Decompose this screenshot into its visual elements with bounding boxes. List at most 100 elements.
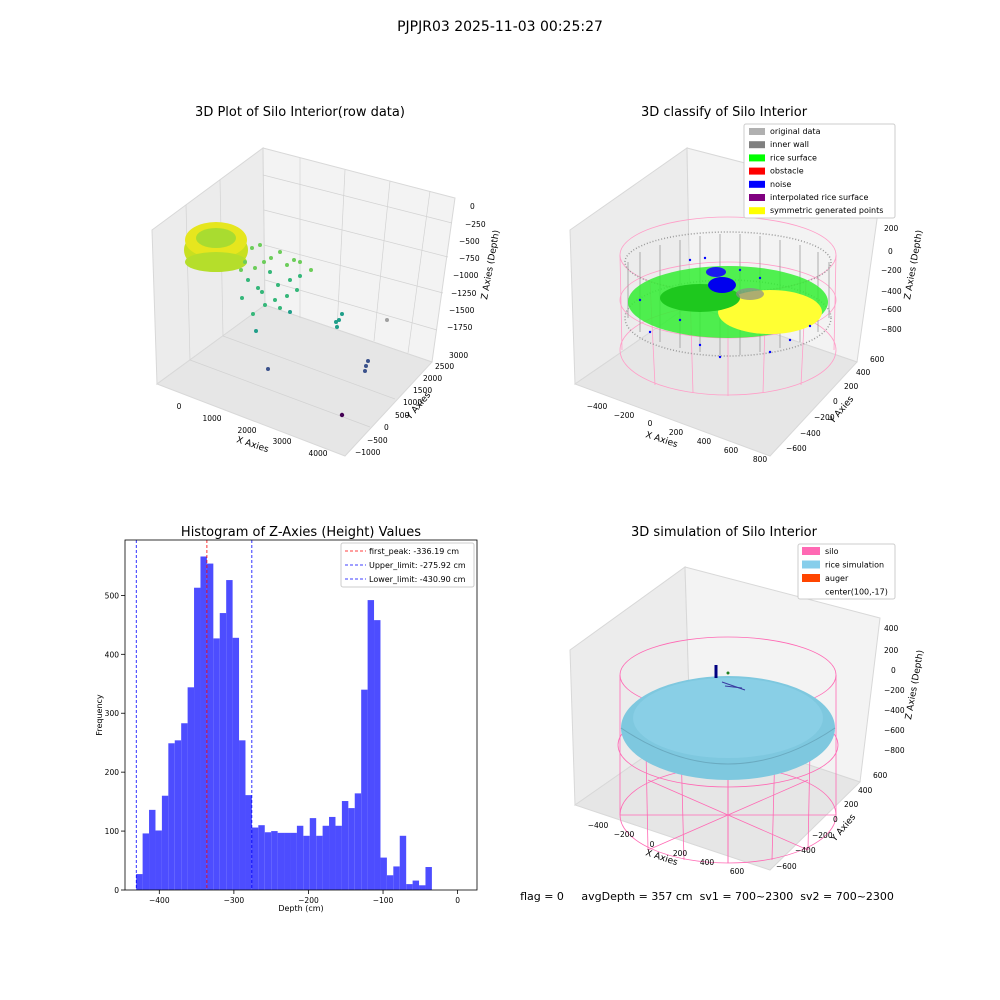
raw-title: 3D Plot of Silo Interior(row data) [195, 105, 405, 120]
hist-bar [277, 832, 285, 890]
hist-bar [168, 743, 175, 890]
sim-ytick: 400 [858, 786, 873, 795]
hist-ytick-label: 200 [105, 768, 120, 777]
classify-z-ticks: 200 0 −200 −400 −600 −800 [881, 224, 902, 334]
raw-xtick: 2000 [237, 426, 256, 435]
hist-xtick-label: −300 [224, 896, 245, 905]
hist-bar [232, 637, 240, 890]
raw-ytick: 2000 [423, 374, 442, 383]
hist-bar [194, 587, 201, 890]
sim-x-ticks: −400 −200 0 200 400 600 [588, 821, 745, 876]
hist-bar [316, 835, 323, 890]
raw-ztick: 0 [470, 202, 475, 211]
hist-bar [142, 833, 150, 890]
hist-bar [213, 638, 220, 890]
sim-legend-item-swatch [802, 560, 820, 569]
hist-bar [155, 830, 162, 890]
hist-bar [419, 885, 426, 890]
sim-zlabel: Z Axies (Depth) [904, 649, 926, 720]
sim-ztick: −200 [884, 686, 905, 695]
hist-xtick-label: −100 [373, 896, 394, 905]
hist-bar [309, 818, 317, 890]
hist-bar [136, 874, 143, 890]
hist-xlabel: Depth (cm) [278, 904, 323, 913]
raw-y-ticks: −1000 −500 0 500 1000 1500 2000 2500 300… [355, 351, 468, 457]
hist-bar [239, 740, 246, 890]
sim-ytick: −200 [812, 831, 833, 840]
classify-legend-item-label: noise [770, 180, 791, 189]
hist-bar [335, 825, 342, 890]
sim-legend-item-label: silo [825, 547, 839, 556]
classify-ztick: −600 [881, 305, 902, 314]
classify-y-ticks: −600 −400 −200 0 200 400 600 [786, 355, 885, 453]
classify-legend-item-label: original data [770, 127, 821, 136]
sim-legend-item-label: auger [825, 574, 849, 583]
raw-ytick: 1000 [403, 398, 422, 407]
sim-legend-frame [797, 543, 896, 600]
raw-ztick: −750 [459, 254, 480, 263]
sim-rice-surface [620, 676, 836, 780]
classify-zlabel: Z Axies (Depth) [903, 229, 925, 300]
classify-legend-item-label: symmetric generated points [770, 206, 883, 215]
sim-y-ticks: −600 −400 −200 0 200 400 600 [776, 771, 888, 871]
sim-legend-item-swatch [802, 547, 820, 555]
raw-point-cloud [184, 222, 389, 418]
raw-xtick: 4000 [308, 449, 327, 458]
classify-xtick: 800 [753, 455, 768, 464]
sim-ztick: −400 [884, 706, 905, 715]
classify-xtick: −200 [614, 411, 635, 420]
hist-bar [393, 866, 400, 890]
hist-bar [386, 875, 394, 890]
hist-bar [341, 801, 349, 890]
classify-legend-item-swatch [749, 194, 765, 201]
sim-legend-item-label: rice simulation [825, 561, 884, 570]
hist-legend-upper: Upper_limit: -275.92 cm [369, 561, 466, 570]
classify-xtick: −400 [587, 402, 608, 411]
hist-ytick-label: 400 [105, 650, 120, 659]
hist-bar [258, 825, 265, 890]
classify-panel: 3D classify of Silo Interior [569, 105, 925, 464]
classify-title: 3D classify of Silo Interior [641, 105, 808, 120]
classify-x-ticks: −400 −200 0 200 400 600 800 [587, 402, 768, 464]
sim-ztick: −600 [884, 726, 905, 735]
sim-ytick: −400 [795, 846, 816, 855]
hist-bar [348, 808, 355, 890]
sim-ytick: 200 [844, 800, 859, 809]
hist-bar [284, 832, 291, 890]
raw-ztick: −500 [459, 237, 480, 246]
hist-bar [412, 880, 420, 890]
sim-ztick: −800 [884, 746, 905, 755]
classify-rice-surface [628, 256, 828, 359]
sim-xtick: −200 [614, 830, 635, 839]
classify-xtick: 600 [724, 446, 739, 455]
classify-legend-frame [743, 123, 896, 219]
hist-ytick-label: 500 [105, 591, 120, 600]
sim-ztick: 400 [884, 624, 899, 633]
sim-ytick: 0 [833, 815, 838, 824]
classify-ztick: −400 [881, 287, 902, 296]
histogram-panel: Histogram of Z-Axies (Height) Values −40… [95, 525, 478, 913]
classify-ytick: −600 [786, 444, 807, 453]
raw-zlabel: Z Axies (Depth) [480, 229, 502, 300]
raw-xtick: 0 [177, 402, 182, 411]
hist-title: Histogram of Z-Axies (Height) Values [181, 525, 421, 540]
classify-ytick: −400 [800, 429, 821, 438]
hist-bar [406, 884, 413, 890]
classify-legend-item-swatch [749, 180, 765, 188]
classify-ztick: −200 [881, 266, 902, 275]
raw-ztick: −1250 [451, 289, 477, 298]
hist-xtick-label: −400 [149, 896, 170, 905]
hist-legend-lower: Lower_limit: -430.90 cm [369, 575, 466, 584]
hist-bar [219, 613, 227, 890]
hist-bar [303, 835, 310, 890]
classify-floor-pane [573, 304, 858, 457]
sim-legend: silo rice simulation auger center(100,-17) [797, 543, 896, 600]
hist-bar [271, 831, 278, 890]
sim-title: 3D simulation of Silo Interior [631, 525, 818, 540]
hist-bar [354, 793, 362, 890]
hist-bar [380, 857, 387, 890]
raw-ytick: 2500 [435, 362, 454, 371]
sim-xtick: 200 [673, 849, 688, 858]
hist-bar [290, 832, 297, 890]
